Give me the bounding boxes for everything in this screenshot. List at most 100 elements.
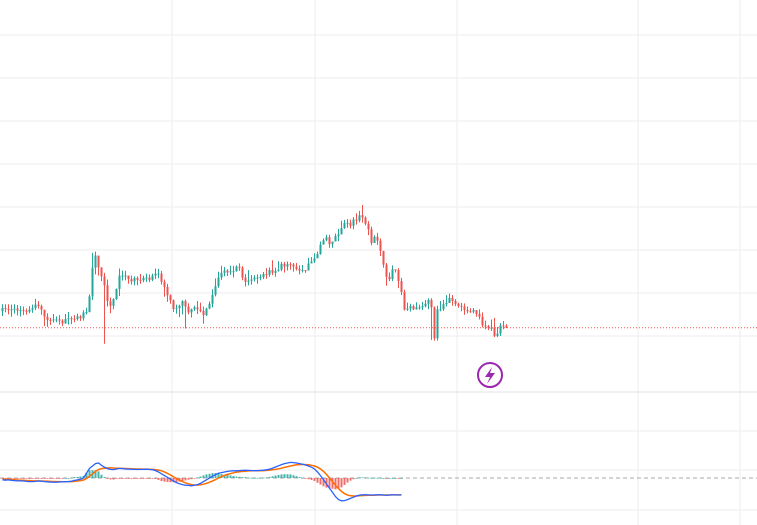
candle[interactable]	[283, 261, 286, 273]
candle[interactable]	[58, 315, 61, 325]
candle[interactable]	[505, 324, 508, 329]
candle[interactable]	[88, 294, 91, 313]
candle[interactable]	[454, 299, 457, 307]
macd-pane[interactable]	[0, 461, 757, 502]
candle[interactable]	[238, 263, 241, 271]
candle[interactable]	[391, 265, 394, 282]
candle[interactable]	[373, 235, 376, 244]
candle[interactable]	[229, 265, 232, 275]
candle[interactable]	[421, 301, 424, 311]
candle[interactable]	[475, 310, 478, 317]
candle[interactable]	[325, 234, 328, 242]
candle[interactable]	[127, 275, 130, 284]
candle[interactable]	[142, 275, 145, 283]
candle[interactable]	[292, 263, 295, 272]
candle[interactable]	[76, 313, 79, 321]
candle[interactable]	[280, 261, 283, 272]
candle[interactable]	[469, 308, 472, 313]
candle[interactable]	[499, 323, 502, 336]
candle[interactable]	[460, 303, 463, 312]
candle[interactable]	[289, 262, 292, 270]
candle[interactable]	[55, 316, 58, 323]
candle[interactable]	[415, 302, 418, 310]
candle[interactable]	[412, 304, 415, 311]
candle[interactable]	[493, 317, 496, 338]
candle[interactable]	[241, 266, 244, 281]
candle[interactable]	[430, 298, 433, 340]
candle[interactable]	[190, 308, 193, 318]
candle[interactable]	[184, 299, 187, 329]
candle[interactable]	[313, 253, 316, 264]
candle[interactable]	[496, 326, 499, 338]
candle[interactable]	[40, 304, 43, 315]
candle[interactable]	[340, 220, 343, 235]
candle[interactable]	[73, 315, 76, 323]
candle[interactable]	[259, 274, 262, 281]
candle[interactable]	[352, 217, 355, 230]
candle[interactable]	[91, 252, 94, 300]
candle[interactable]	[316, 251, 319, 259]
candle[interactable]	[79, 315, 82, 322]
candle[interactable]	[253, 275, 256, 282]
candle[interactable]	[484, 320, 487, 330]
candle[interactable]	[271, 260, 274, 276]
candle[interactable]	[286, 261, 289, 271]
candle[interactable]	[247, 270, 250, 286]
candle[interactable]	[304, 270, 307, 273]
candle[interactable]	[433, 306, 436, 341]
candle[interactable]	[250, 275, 253, 285]
candle[interactable]	[409, 303, 412, 312]
candle[interactable]	[1, 304, 4, 316]
candle[interactable]	[202, 306, 205, 324]
candle[interactable]	[187, 303, 190, 315]
candle[interactable]	[46, 313, 49, 327]
candle[interactable]	[70, 316, 73, 325]
candle[interactable]	[232, 265, 235, 278]
candle[interactable]	[19, 306, 22, 317]
candle[interactable]	[172, 299, 175, 313]
candle[interactable]	[397, 268, 400, 289]
candle[interactable]	[175, 304, 178, 314]
candle[interactable]	[148, 274, 151, 283]
candle[interactable]	[274, 267, 277, 277]
candle[interactable]	[331, 241, 334, 248]
candle[interactable]	[295, 263, 298, 271]
candle[interactable]	[442, 299, 445, 311]
candle[interactable]	[424, 299, 427, 308]
candle[interactable]	[4, 304, 7, 313]
candle[interactable]	[364, 216, 367, 226]
candle[interactable]	[178, 304, 181, 318]
candle[interactable]	[112, 298, 115, 310]
candle[interactable]	[205, 307, 208, 316]
candle[interactable]	[388, 272, 391, 282]
candle[interactable]	[196, 301, 199, 314]
candle[interactable]	[301, 264, 304, 273]
candle[interactable]	[109, 297, 112, 314]
candle[interactable]	[163, 279, 166, 297]
candle[interactable]	[118, 268, 121, 296]
candle[interactable]	[136, 276, 139, 286]
candle[interactable]	[445, 295, 448, 307]
candle[interactable]	[103, 272, 106, 344]
candle[interactable]	[478, 309, 481, 320]
candle[interactable]	[451, 295, 454, 306]
candle[interactable]	[97, 255, 100, 276]
candle[interactable]	[211, 289, 214, 308]
candle[interactable]	[139, 274, 142, 284]
candle[interactable]	[37, 301, 40, 309]
candle[interactable]	[343, 219, 346, 229]
candle[interactable]	[337, 228, 340, 242]
candle[interactable]	[193, 305, 196, 311]
candle[interactable]	[28, 306, 31, 314]
candle[interactable]	[121, 270, 124, 281]
candle[interactable]	[346, 219, 349, 228]
candle[interactable]	[217, 271, 220, 288]
candle[interactable]	[367, 221, 370, 236]
candle[interactable]	[439, 301, 442, 312]
candle[interactable]	[403, 289, 406, 311]
candle[interactable]	[94, 251, 97, 275]
candle[interactable]	[262, 272, 265, 280]
candle[interactable]	[61, 319, 64, 327]
candle[interactable]	[394, 269, 397, 273]
